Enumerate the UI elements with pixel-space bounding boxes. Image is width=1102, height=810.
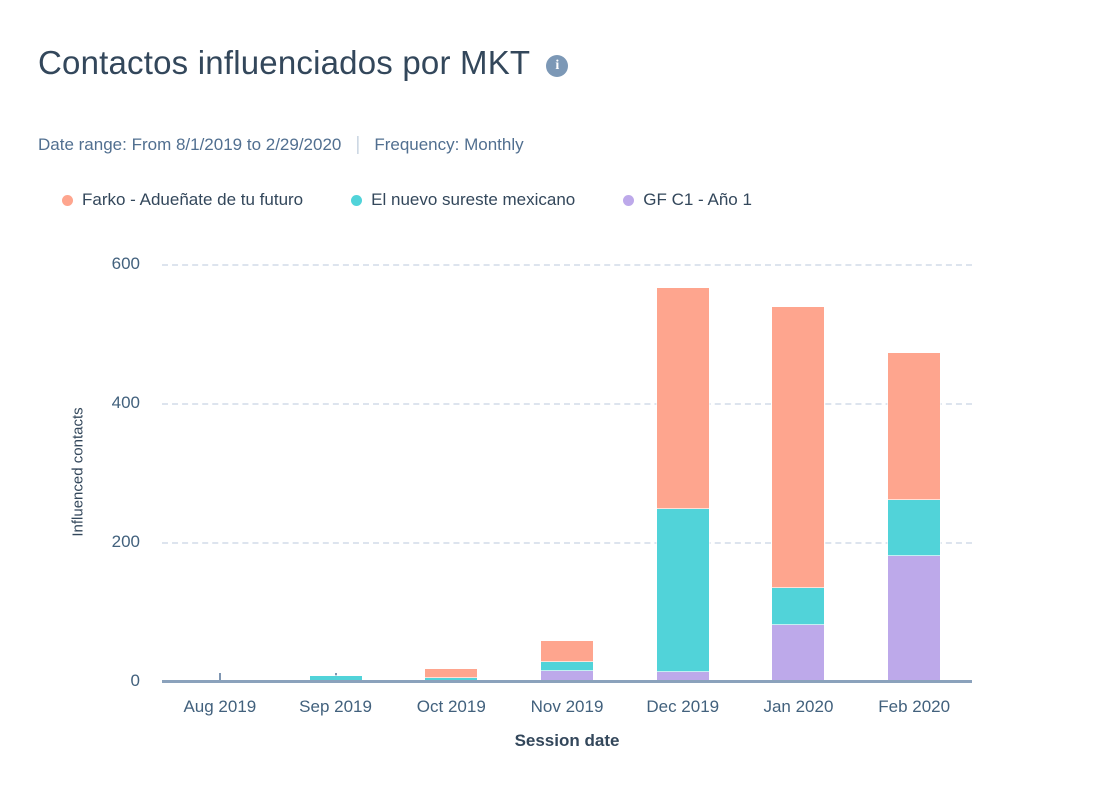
y-tick-0: 0 bbox=[130, 671, 140, 690]
date-range-label: Date range: bbox=[38, 135, 132, 154]
bar-segment-gf-c1-a-o-1[interactable] bbox=[888, 556, 941, 681]
bar-segment-gf-c1-a-o-1[interactable] bbox=[772, 625, 825, 681]
x-tick-labels: Aug 2019 Sep 2019 Oct 2019 Nov 2019 Dec 2019… bbox=[162, 697, 972, 717]
report-filters: Date range: From 8/1/2019 to 2/29/2020 |… bbox=[38, 134, 524, 156]
x-tick-label-sep-2019: Sep 2019 bbox=[299, 697, 372, 716]
frequency-value: Monthly bbox=[464, 135, 524, 154]
bar-segment-el-nuevo-sureste-mexicano[interactable] bbox=[541, 662, 594, 671]
x-tick-label-oct-2019: Oct 2019 bbox=[416, 697, 486, 716]
bar-segment-el-nuevo-sureste-mexicano[interactable] bbox=[888, 500, 941, 556]
page-title: Contactos influenciados por MKT bbox=[38, 44, 531, 81]
bar-slot-dec-2019 bbox=[625, 264, 741, 681]
axis-tick bbox=[218, 673, 221, 681]
legend-item-gf-c1[interactable]: GF C1 - Año 1 bbox=[623, 190, 752, 210]
y-tick-200: 200 bbox=[111, 532, 140, 551]
bar-slot-feb-2020 bbox=[856, 264, 972, 681]
frequency-label: Frequency: bbox=[374, 135, 465, 154]
plot-area bbox=[162, 264, 972, 683]
gridline-600 bbox=[162, 264, 972, 266]
legend-item-nuevo-sureste[interactable]: El nuevo sureste mexicano bbox=[351, 190, 575, 210]
bar-sep-2019[interactable] bbox=[309, 676, 362, 681]
report-header: Contactos influenciados por MKT i bbox=[38, 44, 569, 82]
bar-segment-el-nuevo-sureste-mexicano[interactable] bbox=[309, 676, 362, 681]
x-tick-label-nov-2019: Nov 2019 bbox=[530, 697, 604, 716]
bar-segment-farko-adue-ate-de-tu-futuro[interactable] bbox=[541, 641, 594, 662]
gridline-400 bbox=[162, 403, 972, 405]
bar-nov-2019[interactable] bbox=[541, 641, 594, 681]
legend-item-farko[interactable]: Farko - Adueñate de tu futuro bbox=[62, 190, 303, 210]
bar-segment-farko-adue-ate-de-tu-futuro[interactable] bbox=[425, 669, 478, 678]
bar-jan-2020[interactable] bbox=[772, 307, 825, 681]
bar-slot-nov-2019 bbox=[509, 264, 625, 681]
bar-segment-el-nuevo-sureste-mexicano[interactable] bbox=[772, 588, 825, 625]
chart-legend: Farko - Adueñate de tu futuro El nuevo s… bbox=[62, 190, 752, 210]
filters-divider: | bbox=[355, 134, 361, 155]
bar-slot-oct-2019 bbox=[393, 264, 509, 681]
legend-label: El nuevo sureste mexicano bbox=[371, 190, 576, 209]
x-tick-label-aug-2019: Aug 2019 bbox=[183, 697, 257, 716]
bar-feb-2020[interactable] bbox=[888, 353, 941, 681]
legend-dot-farko bbox=[62, 194, 73, 206]
legend-dot-gf-c1 bbox=[623, 194, 635, 206]
bar-segment-gf-c1-a-o-1[interactable] bbox=[541, 671, 594, 681]
x-axis-line bbox=[162, 680, 972, 683]
legend-dot-nuevo-sureste bbox=[351, 194, 363, 206]
y-tick-600: 600 bbox=[111, 254, 140, 273]
bars-container bbox=[162, 264, 972, 681]
x-tick-label-jan-2020: Jan 2020 bbox=[763, 697, 834, 716]
bar-segment-el-nuevo-sureste-mexicano[interactable] bbox=[425, 678, 478, 681]
bar-segment-gf-c1-a-o-1[interactable] bbox=[656, 672, 709, 681]
x-tick-label-dec-2019: Dec 2019 bbox=[646, 697, 720, 716]
bar-slot-sep-2019 bbox=[278, 264, 394, 681]
info-icon[interactable]: i bbox=[546, 55, 569, 77]
date-range-value: From 8/1/2019 to 2/29/2020 bbox=[131, 135, 342, 154]
bar-segment-farko-adue-ate-de-tu-futuro[interactable] bbox=[656, 288, 709, 509]
bar-slot-jan-2020 bbox=[741, 264, 857, 681]
y-axis-title: Influenced contacts bbox=[69, 407, 87, 537]
x-tick-label-feb-2020: Feb 2020 bbox=[878, 697, 951, 716]
gridline-200 bbox=[162, 542, 972, 544]
bar-segment-farko-adue-ate-de-tu-futuro[interactable] bbox=[888, 353, 941, 500]
bar-oct-2019[interactable] bbox=[425, 669, 478, 681]
legend-label: Farko - Adueñate de tu futuro bbox=[82, 190, 304, 209]
legend-label: GF C1 - Año 1 bbox=[643, 190, 752, 209]
bar-segment-farko-adue-ate-de-tu-futuro[interactable] bbox=[772, 307, 825, 588]
bar-slot-aug-2019 bbox=[162, 264, 278, 681]
x-axis-title: Session date bbox=[514, 731, 620, 750]
bar-dec-2019[interactable] bbox=[656, 288, 709, 681]
bar-segment-el-nuevo-sureste-mexicano[interactable] bbox=[656, 509, 709, 672]
y-tick-400: 400 bbox=[111, 393, 140, 412]
